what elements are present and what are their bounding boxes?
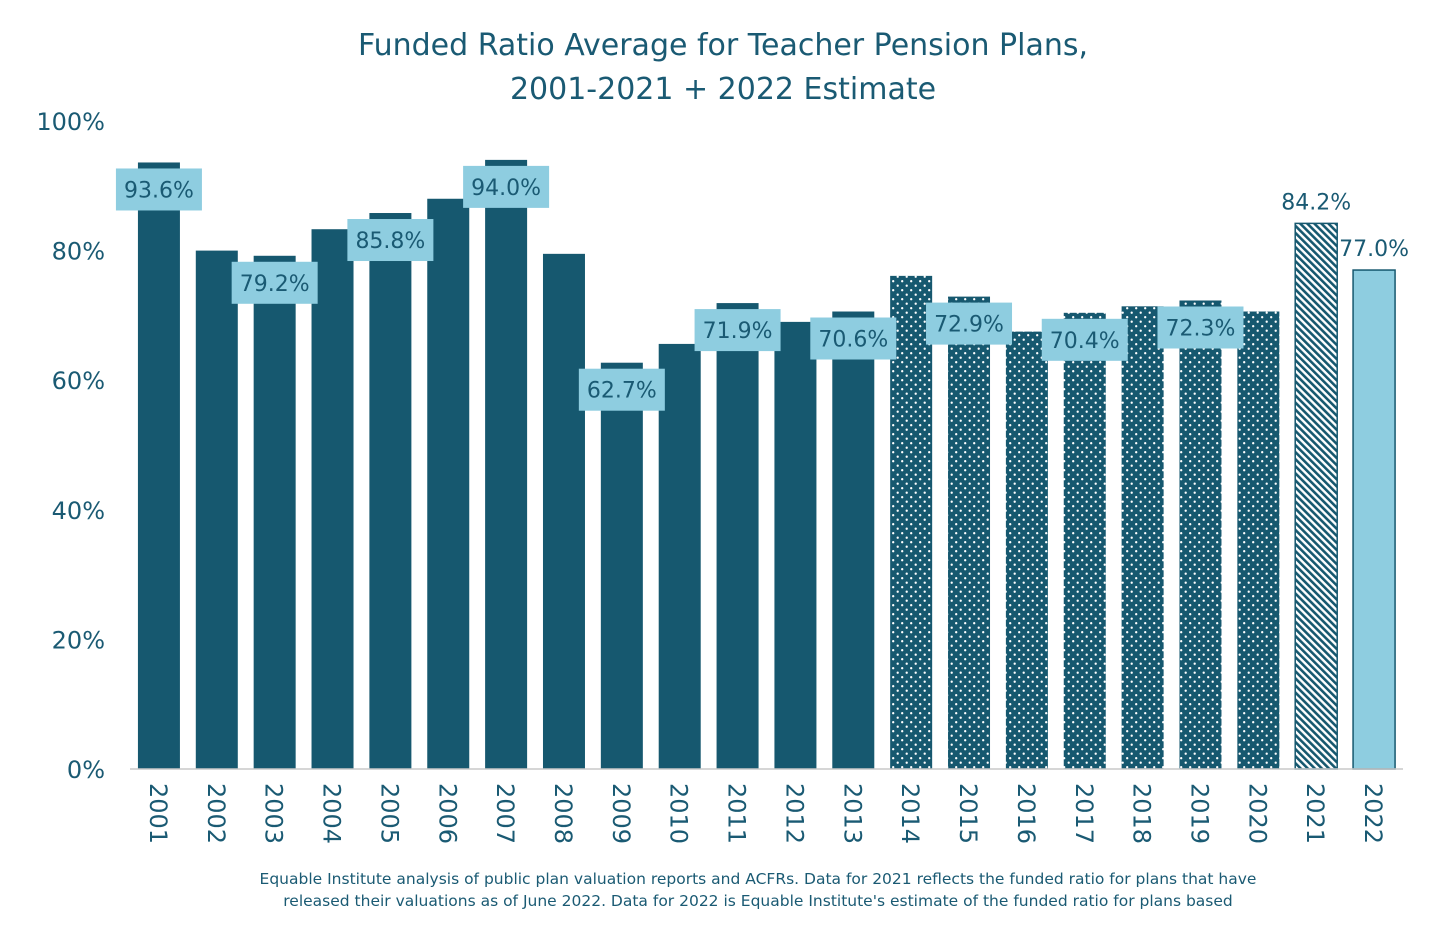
x-tick-label-2014: 2014 [896, 783, 924, 844]
bar-2005 [369, 213, 412, 770]
data-label-2001: 93.6% [124, 178, 194, 203]
data-label-2009: 62.7% [587, 379, 657, 404]
bar-2016 [1005, 331, 1048, 769]
chart-subtitle: 2001-2021 + 2022 Estimate [509, 72, 937, 107]
bar-2003 [253, 255, 296, 769]
data-label-box-2017 [1041, 318, 1128, 361]
data-label-box-2001 [115, 168, 202, 211]
x-tick-label-2017: 2017 [1070, 783, 1098, 844]
data-label-box-2003 [231, 261, 318, 304]
data-label-2015: 72.9% [934, 313, 1004, 338]
bar-2021 [1294, 222, 1338, 770]
x-axis-tick-labels: 2001 2002 2003 2004 2005 2006 2007 2008 2009 2010… [144, 783, 1387, 844]
x-tick-label-2012: 2012 [780, 783, 808, 844]
bar-2004 [311, 229, 354, 769]
y-tick-label: 20% [52, 626, 105, 654]
source-note-line-1: Equable Institute analysis of public pla… [259, 870, 1257, 888]
data-label-box-2011 [694, 309, 781, 352]
data-label-2017: 70.4% [1050, 329, 1120, 354]
bar-2020 [1237, 311, 1280, 769]
data-label-box-2015 [926, 302, 1013, 345]
chart-title: Funded Ratio Average for Teacher Pension… [357, 28, 1089, 63]
x-tick-label-2016: 2016 [1012, 783, 1040, 844]
x-tick-label-2020: 2020 [1243, 783, 1271, 844]
data-label-box-2005 [347, 219, 434, 262]
bar-2019 [1179, 300, 1222, 769]
bar-2007 [485, 159, 528, 769]
data-label-box-2019 [1157, 306, 1244, 349]
bar-2015 [948, 296, 991, 769]
bars [137, 159, 1396, 770]
x-tick-label-2003: 2003 [260, 783, 288, 844]
x-tick-label-2021: 2021 [1301, 783, 1329, 844]
x-tick-label-2006: 2006 [433, 783, 461, 844]
bar-2010 [658, 343, 701, 769]
data-label-2007: 94.0% [471, 176, 541, 201]
bar-2006 [427, 198, 470, 769]
bar-2014 [890, 275, 933, 769]
bar-2001 [137, 162, 180, 770]
data-label-box-2007 [463, 165, 550, 208]
x-tick-label-2013: 2013 [838, 783, 866, 844]
y-tick-label: 100% [36, 108, 105, 136]
x-tick-label-2019: 2019 [1185, 783, 1213, 844]
data-labels: 93.6% 79.2% 85.8% 94.0% 62.7% 71.9% 70.6% 72.9%… [115, 165, 1409, 411]
x-tick-label-2004: 2004 [318, 783, 346, 844]
bar-2013 [832, 311, 875, 769]
x-tick-label-2007: 2007 [491, 783, 519, 844]
bar-2022 [1352, 269, 1396, 770]
bar-2011 [716, 303, 759, 769]
bar-2017 [1063, 312, 1106, 769]
y-tick-label: 80% [52, 238, 105, 266]
x-tick-label-2001: 2001 [144, 783, 172, 844]
data-label-2013: 70.6% [818, 328, 888, 353]
y-tick-label: 40% [52, 497, 105, 525]
bar-2008 [542, 253, 585, 770]
data-label-box-2009 [578, 368, 665, 411]
y-tick-label: 0% [67, 756, 105, 784]
x-tick-label-2018: 2018 [1128, 783, 1156, 844]
x-tick-label-2005: 2005 [375, 783, 403, 844]
y-axis-tick-labels: 0% 20% 40% 60% 80% 100% [36, 108, 105, 784]
x-tick-label-2010: 2010 [665, 783, 693, 844]
data-label-2003: 79.2% [240, 272, 310, 297]
source-note-line-2: released their valuations as of June 202… [283, 892, 1233, 910]
data-label-box-2013 [810, 317, 897, 360]
source-note: Equable Institute analysis of public pla… [150, 868, 1366, 912]
data-label-2011: 71.9% [703, 319, 773, 344]
data-label-2005: 85.8% [355, 229, 425, 254]
x-tick-label-2011: 2011 [723, 783, 751, 844]
x-tick-label-2008: 2008 [549, 783, 577, 844]
chart-title-block: Funded Ratio Average for Teacher Pension… [0, 24, 1446, 112]
x-tick-label-2009: 2009 [607, 783, 635, 844]
bar-2002 [195, 250, 238, 770]
y-tick-label: 60% [52, 367, 105, 395]
bar-2012 [774, 321, 817, 769]
data-label-2019: 72.3% [1166, 316, 1236, 341]
x-tick-label-2022: 2022 [1359, 783, 1387, 844]
bar-2009 [600, 362, 643, 769]
data-label-2021: 84.2% [1281, 190, 1351, 215]
bar-2018 [1121, 306, 1164, 769]
data-label-2022: 77.0% [1339, 237, 1409, 262]
x-tick-label-2002: 2002 [202, 783, 230, 844]
x-tick-label-2015: 2015 [954, 783, 982, 844]
